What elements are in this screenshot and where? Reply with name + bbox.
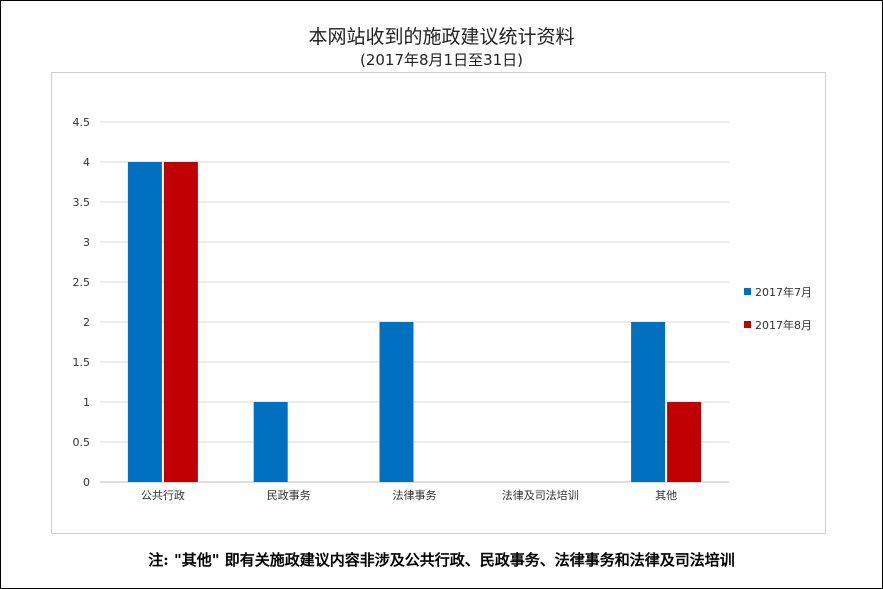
- y-tick-label: 1: [83, 396, 90, 409]
- y-tick-label: 4.5: [73, 116, 91, 129]
- x-category-label: 其他: [655, 489, 677, 502]
- y-tick-label: 2: [83, 316, 90, 329]
- chart-title: 本网站收到的施政建议统计资料: [308, 26, 575, 48]
- chart-area: 0 0.5 1 1.5 2 2.5 3 3.5 4 4.5 公共行政 民政事务 法律事务 法律及司法培训…: [51, 72, 826, 534]
- x-axis-categories: 公共行政 民政事务 法律事务 法律及司法培训 其他: [141, 488, 677, 502]
- y-tick-label: 0: [83, 476, 90, 489]
- y-axis-ticks: 0 0.5 1 1.5 2 2.5 3 3.5 4 4.5: [73, 116, 91, 489]
- y-tick-label: 4: [83, 156, 90, 169]
- bar-chart: 0 0.5 1 1.5 2 2.5 3 3.5 4 4.5 公共行政 民政事务 法律事务 法律及司法培训…: [73, 116, 813, 502]
- chart-subtitle: (2017年8月1日至31日): [359, 51, 524, 69]
- bar: [163, 162, 198, 482]
- legend: 2017年7月 2017年8月: [744, 285, 812, 332]
- bar: [379, 322, 414, 482]
- x-category-label: 法律事务: [393, 488, 437, 502]
- footnote: 注: "其他" 即有关施政建议内容非涉及公共行政、民政事务、法律事务和法律及司法…: [148, 551, 735, 569]
- legend-swatch: [744, 288, 751, 295]
- x-category-label: 民政事务: [267, 488, 311, 502]
- bar: [127, 162, 162, 482]
- y-tick-label: 1.5: [73, 356, 91, 369]
- bar: [631, 322, 666, 482]
- legend-swatch: [744, 321, 751, 328]
- y-tick-label: 2.5: [73, 276, 91, 289]
- legend-label: 2017年7月: [755, 285, 812, 299]
- gridlines: [100, 121, 729, 483]
- bar: [667, 402, 702, 482]
- y-tick-label: 3: [83, 236, 90, 249]
- bars: [127, 162, 702, 482]
- y-tick-label: 3.5: [73, 196, 91, 209]
- bar: [253, 402, 288, 482]
- legend-label: 2017年8月: [755, 318, 812, 332]
- x-category-label: 法律及司法培训: [502, 488, 579, 502]
- x-category-label: 公共行政: [141, 488, 185, 502]
- y-tick-label: 0.5: [73, 436, 91, 449]
